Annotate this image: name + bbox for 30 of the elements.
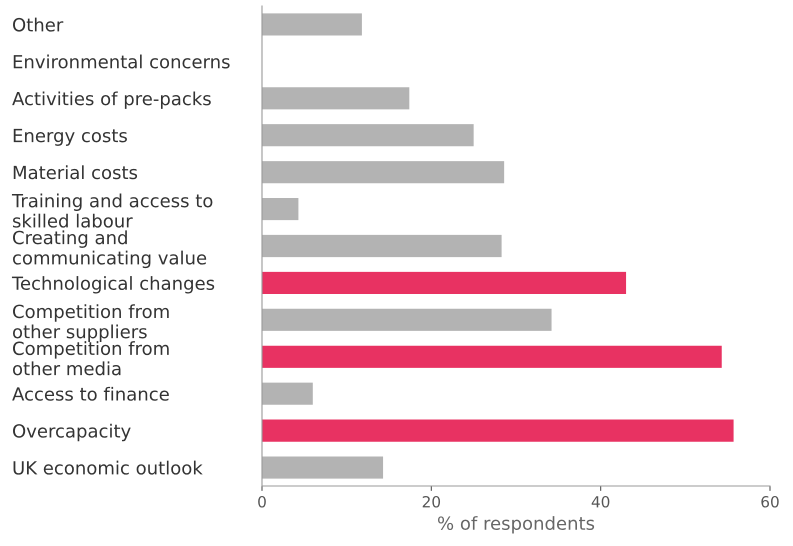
y-tick-label: Overcapacity <box>13 424 131 442</box>
bar <box>262 13 362 36</box>
bar <box>262 124 474 146</box>
y-tick-label: Technological changes <box>12 276 214 294</box>
bar <box>262 234 502 258</box>
bar <box>262 308 552 331</box>
y-tick-label: Training and access to skilled labour <box>12 193 212 228</box>
y-tick-label: Energy costs <box>14 128 127 146</box>
y-tick-label: Material costs <box>14 165 138 180</box>
bar <box>262 346 722 368</box>
bar <box>262 382 313 405</box>
bar <box>262 161 504 184</box>
bar <box>262 420 734 442</box>
y-tick-label: Activities of pre-packs <box>12 91 211 109</box>
bar <box>262 198 298 220</box>
y-tick-label: Creating and communicating value <box>12 230 206 268</box>
bar <box>262 272 626 294</box>
bar <box>262 456 384 479</box>
y-tick-label: Competition from other suppliers <box>12 304 169 342</box>
y-tick-label: UK economic outlook <box>14 460 203 475</box>
x-tick-label: 0 <box>258 496 266 508</box>
y-tick-label: Other <box>13 18 64 32</box>
y-tick-label: Competition from other media <box>12 341 169 376</box>
x-tick-label: 60 <box>761 496 779 508</box>
y-tick-label: Environmental concerns <box>14 54 230 68</box>
x-tick-label: 20 <box>422 496 440 508</box>
x-tick-label: 40 <box>592 496 610 508</box>
bar <box>262 87 410 110</box>
y-tick-label: Access to finance <box>12 386 169 401</box>
x-axis-title: % of respondents <box>438 516 594 534</box>
